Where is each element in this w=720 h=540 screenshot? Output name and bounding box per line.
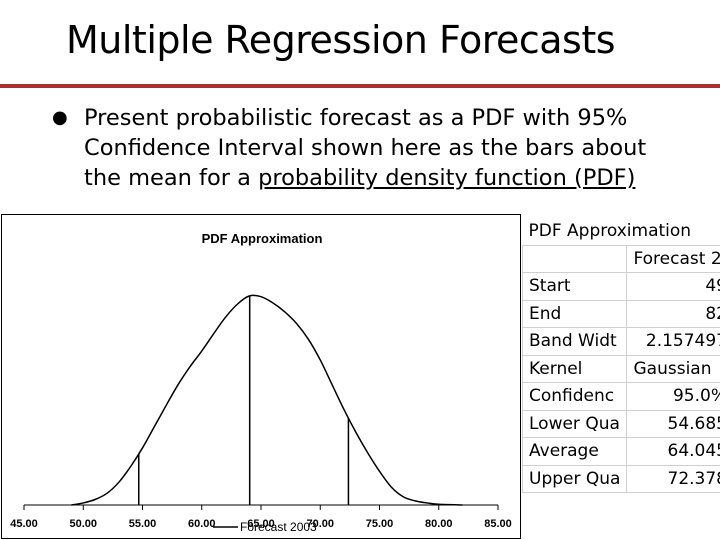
title-divider [0,84,720,88]
table-row: Band Widt 2.157497 [521,327,720,356]
table-row-label: Kernel [521,354,628,383]
table-row-value: Gaussian [626,354,720,383]
table-row-label: Start [521,272,628,301]
x-tick-label: 70.00 [306,518,334,530]
bullet-text: Present probabilistic forecast as a PDF … [84,103,714,193]
x-tick-label: 55.00 [129,518,157,530]
table-title-row: PDF Approximation [523,218,720,245]
table-row-value: 72.378 [626,464,720,493]
table-row-label: Upper Qua [521,464,628,493]
x-tick-label: 45.00 [10,518,38,530]
table-header-row: Forecast 2 [521,244,720,273]
chart-legend: Forecast 2003 [213,520,317,534]
table-title: PDF Approximation [528,221,692,242]
x-tick-label: 75.00 [366,518,394,530]
table-row: Kernel Gaussian [521,354,720,383]
series-line-forecast-2003 [71,294,463,506]
table-row-label: Band Widt [521,327,628,356]
pdf-chart-svg: PDF Approximation 45.00 50.00 55.00 60.00 65… [10,231,512,534]
table-column-header: Forecast 2 [626,244,720,273]
bullet-dot-icon: ● [52,107,68,128]
table-row-label: Confidenc [521,382,628,411]
x-tick-label: 50.00 [69,518,97,530]
legend-label: Forecast 2003 [240,520,317,534]
bullet-line-1: Present probabilistic forecast as a PDF … [84,105,628,131]
x-tick-label: 85.00 [484,518,512,530]
chart-title: PDF Approximation [202,231,323,246]
x-tick-label: 65.00 [247,518,275,530]
bullet-line-3: the mean for a probability density funct… [84,163,714,193]
pdf-term-link[interactable]: probability density function (PDF) [258,165,636,191]
table-row-value: 95.0% [626,382,720,411]
table-header-empty [521,244,628,273]
pdf-chart: PDF Approximation 45.00 50.00 55.00 60.00 65… [1,214,521,539]
table-row-label: End [521,299,628,328]
slide-title: Multiple Regression Forecasts [66,18,616,62]
table-row-value: 49 [626,272,720,301]
pdf-summary-table: PDF Approximation Forecast 2 Start49End8… [521,218,720,493]
table-row-label: Lower Qua [521,409,628,438]
table-row-value: 64.045 [626,437,720,466]
table-row: Start49 [521,272,720,301]
bullet-line-3-prefix: the mean for a [84,165,259,191]
table-row-value: 54.685 [626,409,720,438]
x-tick-label: 80.00 [425,518,453,530]
x-tick-label: 60.00 [188,518,216,530]
table-row-value: 2.157497 [626,327,720,356]
bullet-line-2: Confidence Interval shown here as the ba… [84,135,647,161]
table-row: End82 [521,299,720,328]
table-row-value: 82 [626,299,720,328]
table-row-label: Average [521,437,628,466]
